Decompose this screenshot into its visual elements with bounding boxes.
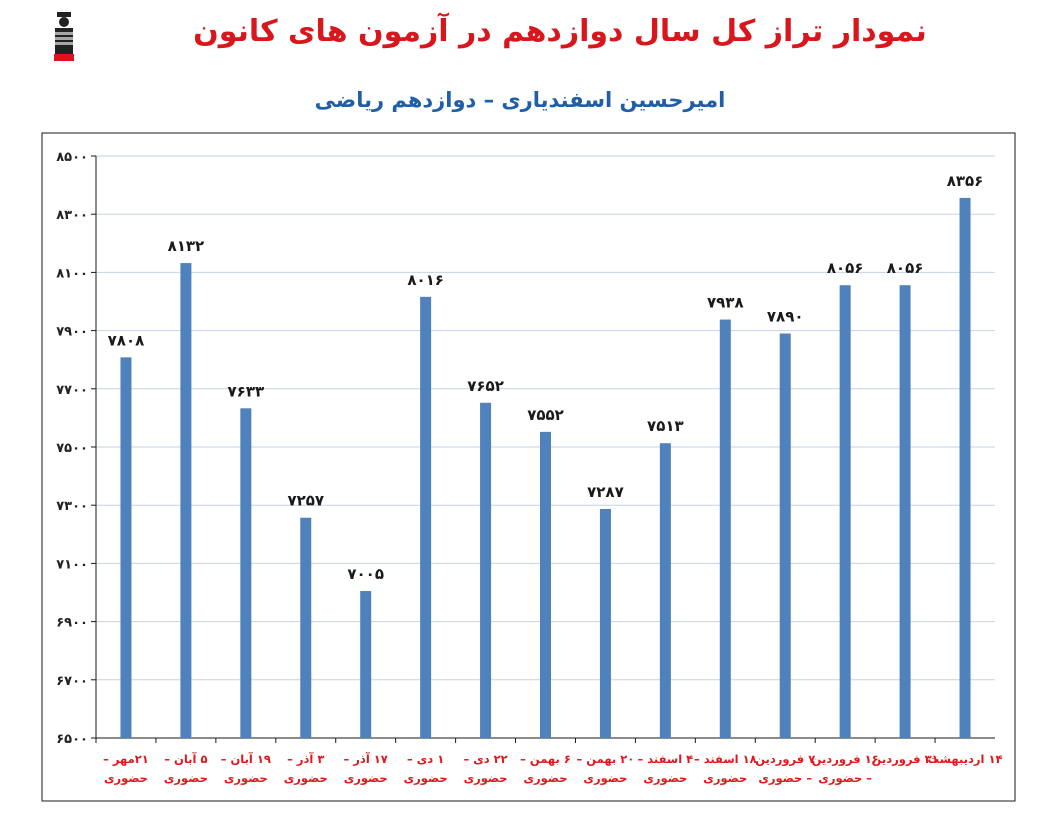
category-label: ۱ دی – [407,752,444,766]
data-label: ۷۰۰۵ [347,565,384,583]
y-tick-label: ۷۳۰۰ [56,499,88,514]
bar [540,431,551,738]
category-label: ۳۱ فروردین [872,752,939,767]
y-tick-label: ۷۵۰۰ [56,441,88,456]
category-label: ۱۸ اسفند – [694,752,757,766]
chart-title: نمودار تراز کل سال دوازدهم در آزمون های … [193,14,927,49]
category-label: حضوری [344,771,388,786]
data-label: ۸۳۵۶ [947,172,984,190]
chart-subtitle: امیرحسین اسفندیاری – دوازدهم ریاضی [314,88,726,112]
category-label: حضوری [703,771,747,786]
category-label: ۵ آبان – [164,752,207,766]
category-label: حضوری [104,771,148,786]
category-label: ۲۲ دی – [463,752,507,766]
x-tick-labels: ۲۱مهر – حضوری ۵ آبان – حضوری ۱۹ آبان – حضوری ۳… [103,752,1002,786]
bar [899,285,911,738]
category-label: حضوری [404,771,448,786]
category-label: – حضوری [818,771,872,786]
data-label: ۷۶۵۲ [467,377,504,395]
category-label: ۷ فروردین [755,752,815,767]
category-label: – حضوری [758,771,812,786]
category-label: حضوری [583,771,627,786]
bars [120,197,971,739]
category-label: ۱۷ آذر – [344,752,388,766]
y-tick-label: ۷۱۰۰ [56,557,88,572]
data-label: ۷۶۳۳ [228,382,265,400]
category-label: ۱۹ آبان – [221,752,271,766]
category-label: حضوری [643,771,687,786]
bar [180,263,192,738]
bar [959,197,971,739]
data-label: ۸۰۱۶ [407,271,444,289]
value-labels: ۷۸۰۸ ۸۱۳۲ ۷۶۳۳ ۷۲۵۷ ۷۰۰۵ ۸۰۱۶ ۷۶۵۲ ۷۵۵۲ ۷۲۸۷ ۷۵۱۳… [108,172,984,583]
category-label: ۲۰ بهمن – [577,752,635,766]
bar [300,517,312,738]
bar [420,296,432,738]
bar [360,591,372,738]
category-label: ۱۶ فروردین [812,752,879,767]
category-label: حضوری [224,771,268,786]
y-tick-label: ۷۷۰۰ [56,383,88,398]
bar [480,402,492,738]
data-label: ۸۰۵۶ [827,259,864,277]
y-tick-label: ۶۵۰۰ [56,732,88,747]
data-label: ۸۰۵۶ [887,259,924,277]
y-tick-label: ۸۱۰۰ [56,266,88,281]
category-label: حضوری [164,771,208,786]
category-label: حضوری [284,771,328,786]
y-tick-labels: ۶۵۰۰ ۶۷۰۰ ۶۹۰۰ ۷۱۰۰ ۷۳۰۰ ۷۵۰۰ ۷۷۰۰ ۷۹۰۰ ۸۱۰۰ ۸۳۰۰… [56,150,88,747]
y-tick-label: ۸۵۰۰ [56,150,88,165]
bar [240,408,252,738]
y-tick-label: ۸۳۰۰ [56,208,88,223]
category-label: ۲۱مهر – [103,752,149,766]
data-label: ۷۲۵۷ [287,492,324,510]
category-label: حضوری [524,771,568,786]
data-label: ۷۹۳۸ [707,294,744,312]
category-label: ۶ بهمن – [520,752,571,766]
bar [120,357,132,738]
category-label: ۴ اسفند – [638,752,694,766]
y-tick-label: ۶۷۰۰ [56,674,88,689]
data-label: ۷۸۹۰ [767,308,804,326]
data-label: ۷۵۵۲ [527,406,564,424]
data-label: ۷۲۸۷ [587,483,624,501]
data-label: ۷۸۰۸ [108,331,145,349]
category-label: ۳ آذر – [287,752,324,766]
plot-frame [41,132,1016,802]
category-label: ۱۴ اردیبهشت [928,752,1003,766]
bar [659,443,671,738]
bar [599,508,611,738]
bar [779,333,791,738]
y-tick-label: ۷۹۰۰ [56,325,88,340]
data-label: ۸۱۳۲ [168,237,205,255]
bar [839,285,851,738]
bar [719,319,731,738]
kanoon-logo [52,12,76,61]
data-label: ۷۵۱۳ [647,417,684,435]
y-tick-label: ۶۹۰۰ [56,616,88,631]
category-label: حضوری [464,771,508,786]
